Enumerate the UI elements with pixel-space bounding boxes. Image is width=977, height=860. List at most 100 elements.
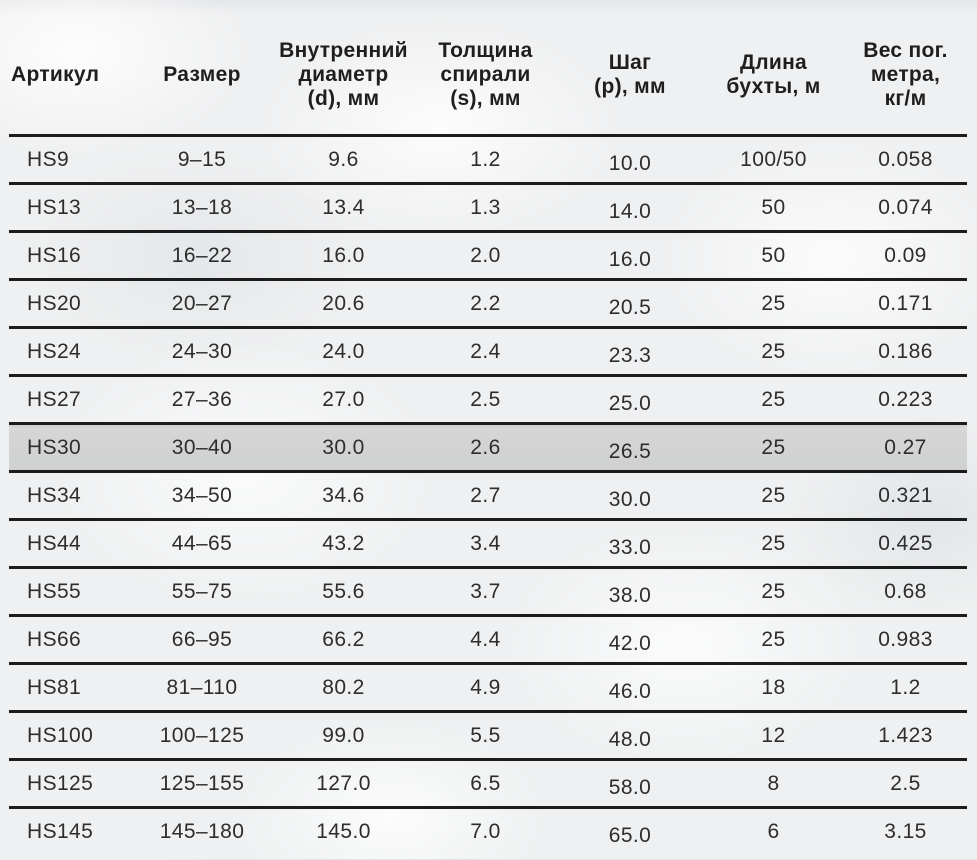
cell-weight_per_meter: 0.68 — [884, 579, 927, 603]
cell-article: HS20 — [27, 291, 82, 315]
cell-article: HS13 — [27, 195, 82, 219]
cell-coil_length: 25 — [761, 435, 786, 459]
cell-spiral_thickness: 2.2 — [470, 291, 501, 315]
cell-article: HS55 — [27, 579, 82, 603]
cell-weight_per_meter: 0.983 — [878, 627, 933, 651]
cell-inner_diameter: 55.6 — [322, 579, 365, 603]
cell-spiral_thickness: 6.5 — [470, 771, 501, 795]
cell-spiral_thickness: 4.4 — [470, 627, 501, 651]
table-row: HS13 13–18 13.4 1.3 14.0 50 0.074 — [9, 183, 967, 232]
cell-spiral_thickness: 2.6 — [470, 435, 501, 459]
table-row: HS81 81–110 80.2 4.9 46.0 18 1.2 — [9, 663, 967, 712]
cell-article: HS81 — [27, 675, 82, 699]
cell-weight_per_meter: 0.27 — [884, 435, 927, 459]
cell-article: HS34 — [27, 483, 82, 507]
column-header-coil-length: Длина бухты, м — [726, 51, 821, 98]
cell-step: 25.0 — [608, 391, 652, 415]
cell-weight_per_meter: 0.09 — [884, 243, 927, 267]
cell-size: 66–95 — [171, 627, 233, 651]
hose-spec-table: Артикул Размер Внутренний диаметр (d), м… — [9, 0, 967, 856]
cell-weight_per_meter: 0.074 — [878, 195, 933, 219]
spec-table-container: Артикул Размер Внутренний диаметр (d), м… — [9, 0, 967, 856]
cell-step: 14.0 — [608, 199, 652, 223]
cell-size: 13–18 — [171, 195, 233, 219]
cell-article: HS66 — [27, 627, 82, 651]
cell-coil_length: 8 — [767, 771, 780, 795]
cell-spiral_thickness: 2.0 — [470, 243, 501, 267]
cell-step: 30.0 — [608, 487, 652, 511]
cell-step: 38.0 — [608, 583, 652, 607]
column-header-weight: Вес пог. метра, кг/м — [863, 39, 948, 110]
cell-size: 27–36 — [171, 387, 233, 411]
cell-coil_length: 18 — [761, 675, 786, 699]
cell-weight_per_meter: 0.223 — [878, 387, 933, 411]
cell-spiral_thickness: 5.5 — [470, 723, 501, 747]
cell-inner_diameter: 27.0 — [322, 387, 365, 411]
cell-spiral_thickness: 2.5 — [470, 387, 501, 411]
cell-size: 44–65 — [171, 531, 233, 555]
table-row: HS30 30–40 30.0 2.6 26.5 25 0.27 — [9, 423, 967, 472]
cell-coil_length: 25 — [761, 579, 786, 603]
cell-spiral_thickness: 3.7 — [470, 579, 501, 603]
table-row: HS125 125–155 127.0 6.5 58.0 8 2.5 — [9, 759, 967, 808]
cell-article: HS27 — [27, 387, 82, 411]
cell-size: 100–125 — [159, 723, 245, 747]
cell-coil_length: 25 — [761, 483, 786, 507]
cell-article: HS100 — [27, 723, 94, 747]
cell-step: 48.0 — [608, 727, 652, 751]
table-row: HS55 55–75 55.6 3.7 38.0 25 0.68 — [9, 567, 967, 616]
cell-weight_per_meter: 0.058 — [878, 147, 933, 171]
cell-spiral_thickness: 7.0 — [470, 820, 501, 844]
cell-inner_diameter: 20.6 — [322, 291, 365, 315]
cell-weight_per_meter: 1.423 — [878, 723, 933, 747]
cell-size: 16–22 — [171, 243, 233, 267]
cell-size: 9–15 — [177, 147, 227, 171]
cell-weight_per_meter: 3.15 — [884, 820, 927, 844]
cell-size: 55–75 — [171, 579, 233, 603]
cell-inner_diameter: 145.0 — [316, 820, 371, 844]
cell-size: 81–110 — [166, 675, 238, 699]
table-row: HS24 24–30 24.0 2.4 23.3 25 0.186 — [9, 327, 967, 376]
cell-size: 125–155 — [159, 771, 245, 795]
cell-coil_length: 25 — [761, 531, 786, 555]
cell-size: 34–50 — [171, 483, 233, 507]
cell-inner_diameter: 43.2 — [322, 531, 365, 555]
cell-weight_per_meter: 0.186 — [878, 339, 933, 363]
cell-coil_length: 25 — [761, 627, 786, 651]
cell-step: 23.3 — [608, 343, 652, 367]
cell-inner_diameter: 30.0 — [322, 435, 365, 459]
cell-size: 30–40 — [171, 435, 233, 459]
table-row: HS27 27–36 27.0 2.5 25.0 25 0.223 — [9, 375, 967, 424]
cell-coil_length: 50 — [761, 195, 786, 219]
cell-coil_length: 100/50 — [740, 147, 807, 171]
table-row: HS100 100–125 99.0 5.5 48.0 12 1.423 — [9, 711, 967, 760]
cell-step: 20.5 — [608, 295, 652, 319]
cell-coil_length: 25 — [761, 387, 786, 411]
cell-step: 42.0 — [608, 631, 652, 655]
cell-article: HS145 — [27, 820, 94, 844]
cell-article: HS125 — [27, 771, 94, 795]
table-row: HS34 34–50 34.6 2.7 30.0 25 0.321 — [9, 471, 967, 520]
cell-spiral_thickness: 3.4 — [470, 531, 501, 555]
table-header: Артикул Размер Внутренний диаметр (d), м… — [9, 0, 967, 136]
header-row: Артикул Размер Внутренний диаметр (d), м… — [9, 0, 967, 136]
cell-article: HS9 — [27, 147, 70, 171]
cell-inner_diameter: 127.0 — [316, 771, 371, 795]
cell-coil_length: 6 — [767, 820, 780, 844]
cell-article: HS44 — [27, 531, 82, 555]
cell-step: 10.0 — [608, 151, 652, 175]
cell-coil_length: 25 — [761, 339, 786, 363]
cell-weight_per_meter: 1.2 — [890, 675, 921, 699]
cell-coil_length: 50 — [761, 243, 786, 267]
column-header-article: Артикул — [11, 63, 100, 87]
cell-inner_diameter: 24.0 — [322, 339, 365, 363]
table-row: HS9 9–15 9.6 1.2 10.0 100/50 0.058 — [9, 135, 967, 184]
cell-step: 65.0 — [608, 824, 652, 848]
cell-inner_diameter: 34.6 — [322, 483, 365, 507]
cell-size: 20–27 — [171, 291, 233, 315]
cell-weight_per_meter: 0.321 — [878, 483, 933, 507]
cell-step: 58.0 — [608, 775, 652, 799]
cell-coil_length: 25 — [761, 291, 786, 315]
cell-weight_per_meter: 2.5 — [890, 771, 921, 795]
